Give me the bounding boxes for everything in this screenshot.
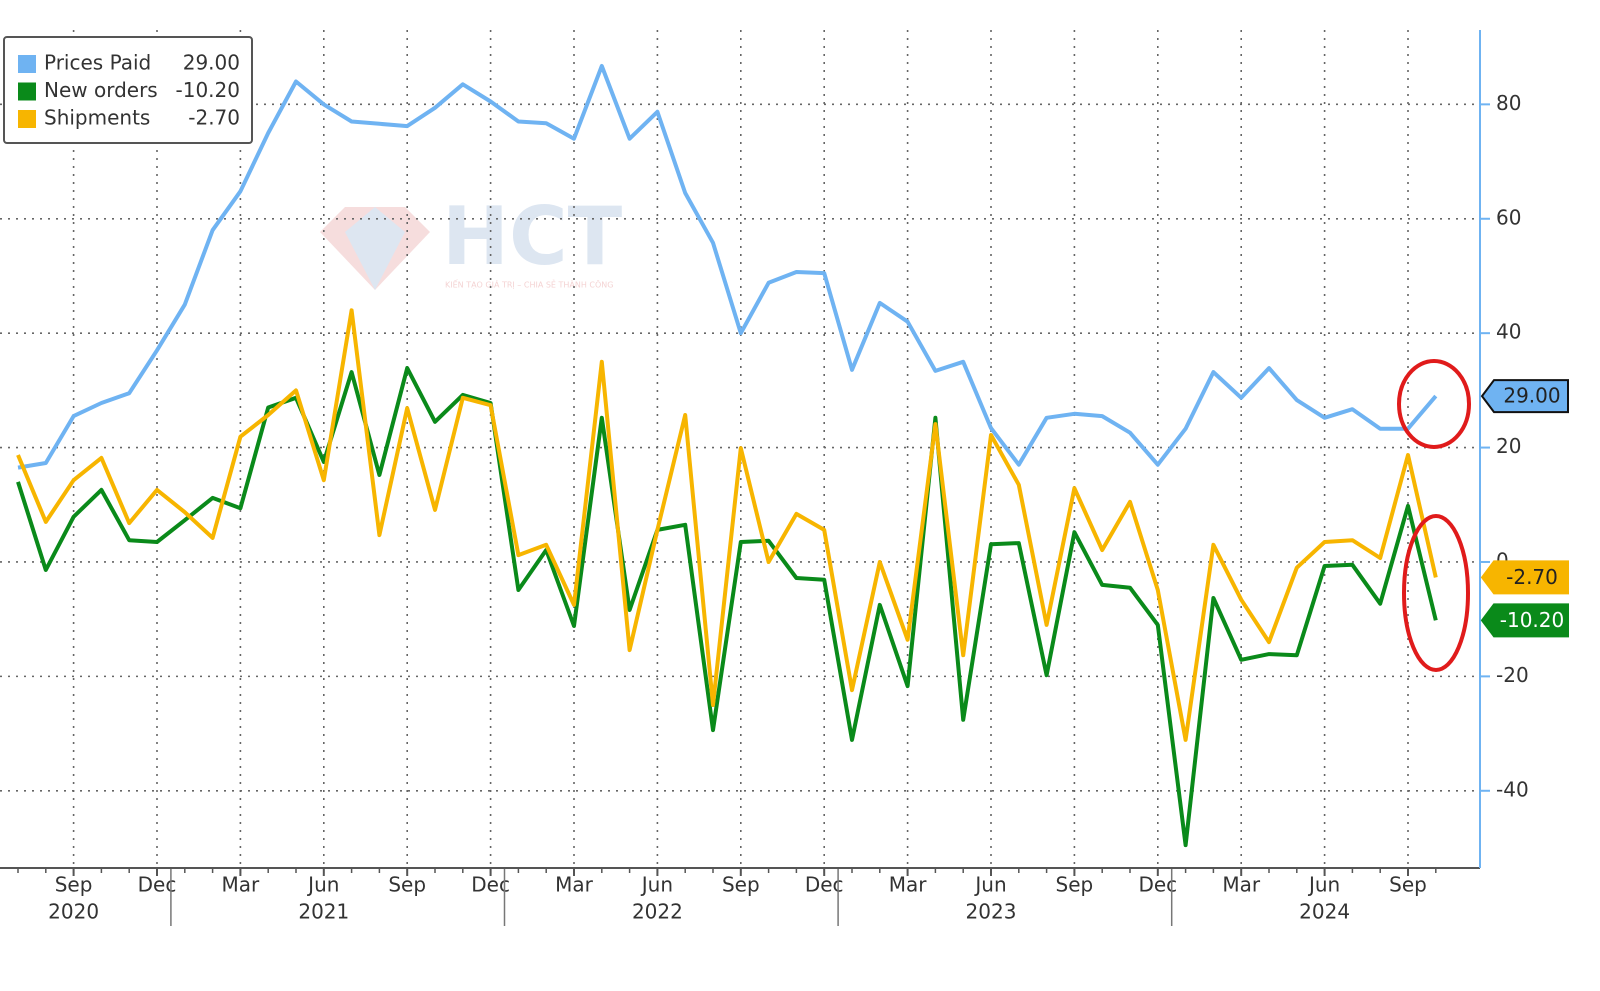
x-tick-label: Sep bbox=[1389, 873, 1427, 897]
series-line bbox=[16, 308, 1438, 742]
x-tick-label: Mar bbox=[1222, 873, 1261, 897]
highlight-circle bbox=[1402, 514, 1470, 672]
legend-label: Prices Paid bbox=[44, 51, 151, 75]
y-tick-label: -20 bbox=[1496, 663, 1529, 687]
x-tick-label: Dec bbox=[471, 873, 510, 897]
y-tick-label: 80 bbox=[1496, 91, 1521, 115]
year-label: 2023 bbox=[966, 900, 1017, 924]
legend-swatch bbox=[18, 55, 36, 73]
year-label: 2020 bbox=[48, 900, 99, 924]
end-tag-label: -2.70 bbox=[1506, 565, 1558, 589]
x-tick-label: Dec bbox=[1138, 873, 1177, 897]
x-tick-label: Jun bbox=[1307, 873, 1340, 897]
x-tick-label: Dec bbox=[138, 873, 177, 897]
legend-swatch bbox=[18, 82, 36, 101]
end-tag-label: 29.00 bbox=[1503, 384, 1560, 408]
x-tick-label: Sep bbox=[388, 873, 426, 897]
x-tick-label: Mar bbox=[889, 873, 928, 897]
watermark-tagline: KIẾN TẠO GIÁ TRỊ – CHIA SẺ THÀNH CÔNG bbox=[445, 279, 614, 291]
y-tick-label: 40 bbox=[1496, 320, 1521, 344]
plot: -40-20020406080SepDecMarJunSepDecMarJunS… bbox=[0, 30, 1569, 926]
series-line bbox=[16, 366, 1438, 848]
legend-value: -2.70 bbox=[188, 106, 240, 130]
x-tick-label: Jun bbox=[640, 873, 673, 897]
y-tick-label: 60 bbox=[1496, 205, 1521, 229]
series-line bbox=[17, 64, 1438, 470]
highlight-circle bbox=[1397, 359, 1471, 449]
legend-box bbox=[3, 36, 253, 144]
year-label: 2022 bbox=[632, 900, 683, 924]
watermark-logo bbox=[345, 207, 405, 290]
end-tag bbox=[1480, 603, 1569, 638]
legend-value: -10.20 bbox=[176, 78, 240, 102]
x-tick-label: Mar bbox=[555, 873, 594, 897]
x-tick-label: Sep bbox=[1056, 873, 1094, 897]
legend: Prices Paid 29.00 New orders -10.20 Shipment… bbox=[18, 51, 240, 130]
legend-swatch bbox=[18, 110, 36, 128]
x-tick-label: Jun bbox=[306, 873, 339, 897]
end-tag-label: -10.20 bbox=[1500, 608, 1564, 632]
end-tag bbox=[1480, 560, 1569, 595]
legend-value: 29.00 bbox=[183, 51, 240, 75]
y-tick-label: 20 bbox=[1496, 434, 1521, 458]
x-tick-label: Jun bbox=[973, 873, 1006, 897]
legend-label: Shipments bbox=[44, 106, 150, 130]
end-tag bbox=[1480, 379, 1569, 414]
x-tick-label: Dec bbox=[805, 873, 844, 897]
watermark-logo bbox=[320, 207, 430, 290]
watermark: HCT KIẾN TẠO GIÁ TRỊ – CHIA SẺ THÀNH CÔN… bbox=[320, 190, 623, 291]
year-label: 2024 bbox=[1299, 900, 1350, 924]
x-tick-label: Mar bbox=[222, 873, 261, 897]
legend-label: New orders bbox=[44, 78, 158, 102]
watermark-title: HCT bbox=[442, 190, 623, 283]
x-tick-label: Sep bbox=[722, 873, 760, 897]
y-tick-label: -40 bbox=[1496, 777, 1529, 801]
year-label: 2021 bbox=[298, 900, 349, 924]
x-tick-label: Sep bbox=[55, 873, 93, 897]
